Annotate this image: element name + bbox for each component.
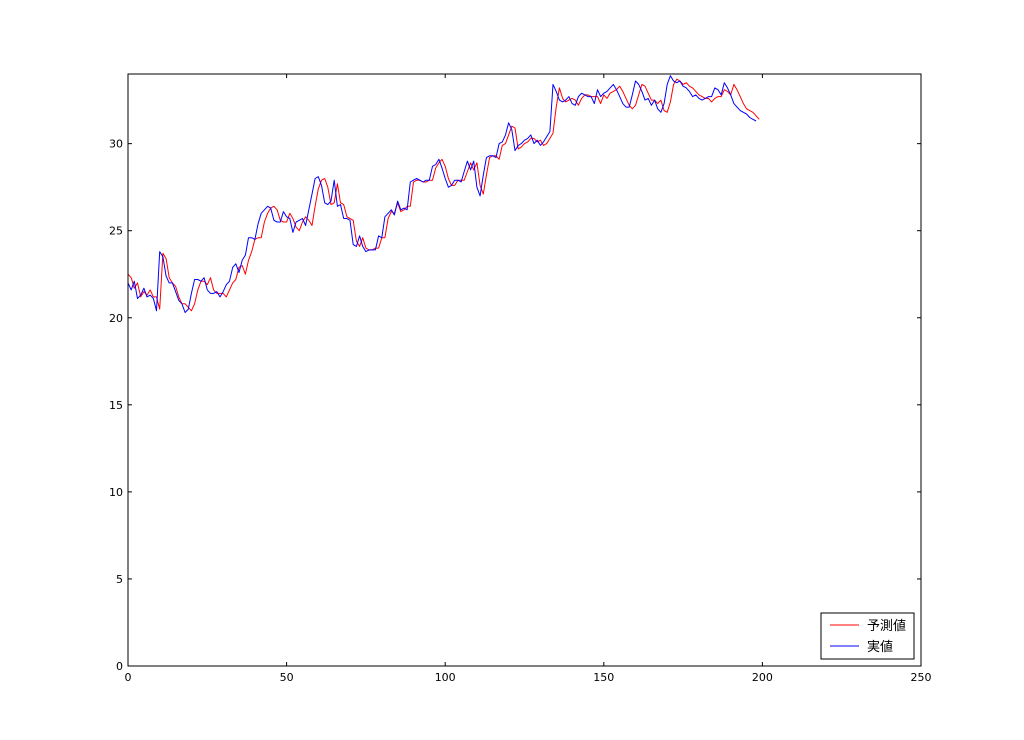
legend-label-actual: 実値 bbox=[867, 639, 893, 655]
y-axis: 0 5 10 15 20 25 30 bbox=[109, 138, 921, 673]
y-tick-label: 15 bbox=[109, 399, 123, 412]
y-tick-label: 5 bbox=[116, 573, 123, 586]
y-tick-label: 20 bbox=[109, 312, 123, 325]
y-tick-label: 0 bbox=[116, 660, 123, 673]
legend-label-predicted: 予測値 bbox=[867, 618, 906, 634]
x-tick-label: 0 bbox=[125, 671, 132, 684]
legend: 予測値 実値 bbox=[820, 612, 915, 660]
x-tick-label: 50 bbox=[280, 671, 294, 684]
y-tick-label: 25 bbox=[109, 225, 123, 238]
legend-box bbox=[820, 612, 915, 660]
x-tick-label: 200 bbox=[752, 671, 773, 684]
plot-frame bbox=[127, 73, 922, 667]
x-tick-label: 150 bbox=[593, 671, 614, 684]
series-layer bbox=[127, 75, 760, 313]
y-tick-label: 30 bbox=[109, 138, 123, 151]
series-line-actual bbox=[127, 75, 757, 313]
x-axis: 0 50 100 150 200 250 bbox=[125, 74, 932, 684]
x-tick-label: 250 bbox=[911, 671, 932, 684]
y-tick-label: 10 bbox=[109, 486, 123, 499]
x-tick-label: 100 bbox=[435, 671, 456, 684]
